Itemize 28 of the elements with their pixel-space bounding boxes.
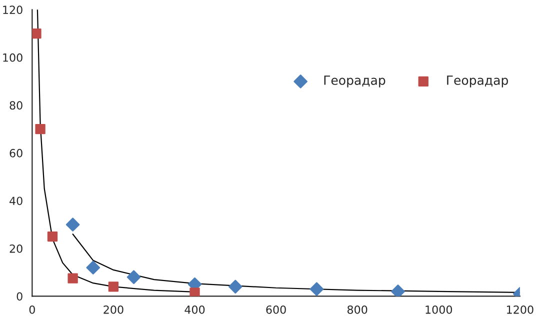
x-tick-label: 600: [266, 305, 286, 314]
x-tick-label: 0: [29, 305, 35, 314]
y-tick-label: 80: [10, 101, 22, 110]
y-tick-label: 100: [3, 53, 22, 62]
legend-label: Георадар: [447, 76, 508, 88]
point: [126, 270, 141, 284]
point: [35, 124, 46, 134]
point: [86, 260, 100, 274]
y-tick-label: 20: [10, 244, 22, 253]
point: [108, 282, 119, 292]
point: [66, 218, 80, 232]
point: [190, 288, 200, 296]
point: [32, 28, 42, 39]
point: [47, 231, 58, 242]
x-tick-label: 200: [104, 305, 124, 314]
legend-label: Георадар: [324, 76, 386, 88]
x-tick-label: 1200: [507, 305, 534, 314]
y-tick-label: 40: [10, 196, 22, 206]
point: [391, 284, 405, 296]
x-tick-label: 800: [347, 305, 368, 314]
x-tick-label: 400: [184, 305, 205, 314]
y-tick-label: 0: [16, 292, 22, 301]
point: [310, 282, 324, 296]
point: [228, 280, 242, 294]
y-tick-label: 60: [10, 148, 22, 158]
y-tick-label: 120: [3, 6, 22, 14]
x-tick-label: 1000: [426, 305, 452, 314]
point: [68, 273, 78, 284]
